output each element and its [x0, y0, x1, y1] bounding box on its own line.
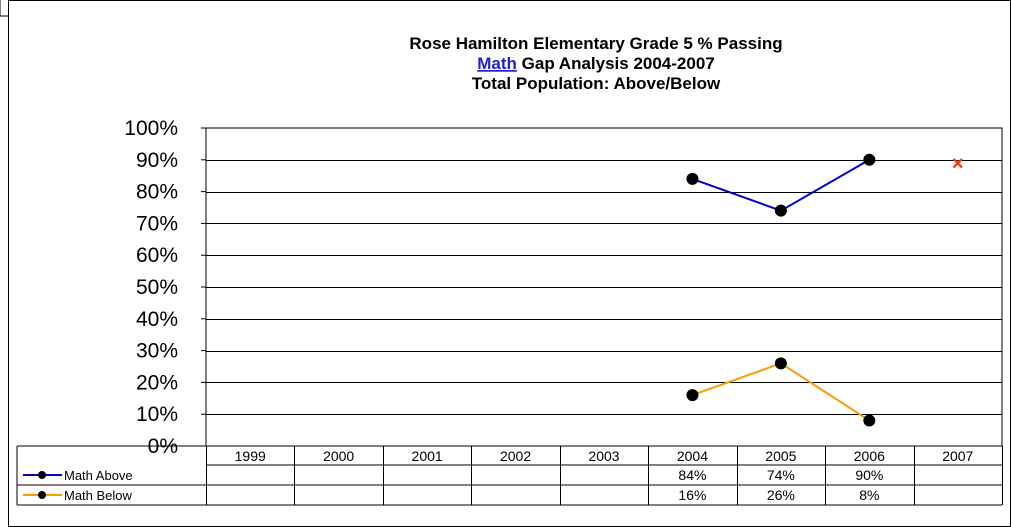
y-tick-label: 80%	[136, 181, 178, 204]
title-subject-link: Math	[477, 54, 517, 73]
legend-key-marker	[38, 471, 46, 479]
x-category-label: 2000	[323, 448, 354, 464]
title-line: Rose Hamilton Elementary Grade 5 % Passi…	[409, 34, 782, 53]
legend-key-marker	[38, 491, 46, 499]
data-cell-value: 8%	[859, 487, 879, 503]
x-category-label: 2004	[677, 448, 708, 464]
legend-label: Math Below	[64, 488, 133, 503]
y-tick-label: 60%	[136, 244, 178, 267]
data-cell-value: 26%	[767, 487, 795, 503]
frame-corner-tab	[0, 0, 8, 17]
data-point	[774, 204, 787, 217]
title-line: Math Gap Analysis 2004-2007	[477, 54, 715, 73]
x-category-label: 2007	[942, 448, 973, 464]
data-point	[686, 172, 699, 185]
y-tick-label: 30%	[136, 340, 178, 363]
x-category-label: 2003	[588, 448, 619, 464]
data-cell-value: 74%	[767, 467, 795, 483]
data-table: 1999 2000 2001 2002 2003 2004 2005 2006 2007 Math…	[16, 445, 1003, 506]
data-point	[863, 153, 876, 166]
data-cell-value: 16%	[678, 487, 706, 503]
target-marker: ×	[952, 153, 964, 175]
y-tick-label: 20%	[136, 371, 178, 394]
plot-area: 0%10%20%30%40%50%60%70%80%90%100%×	[124, 117, 1003, 458]
legend-label: Math Above	[64, 468, 133, 483]
y-tick-label: 10%	[136, 403, 178, 426]
data-point	[774, 357, 787, 370]
data-cell-value: 90%	[855, 467, 883, 483]
x-category-label: 2001	[412, 448, 443, 464]
title-line-rest: Gap Analysis 2004-2007	[517, 54, 715, 73]
data-point	[863, 414, 876, 427]
data-point	[686, 389, 699, 402]
y-tick-label: 50%	[136, 276, 178, 299]
y-tick-label: 40%	[136, 308, 178, 331]
x-category-label: 1999	[235, 448, 266, 464]
data-cell-value: 84%	[678, 467, 706, 483]
title-line: Total Population: Above/Below	[472, 74, 721, 93]
chart-title: Rose Hamilton Elementary Grade 5 % Passi…	[409, 34, 782, 93]
x-category-label: 2005	[765, 448, 796, 464]
y-tick-label: 70%	[136, 212, 178, 235]
x-category-label: 2002	[500, 448, 531, 464]
y-tick-label: 90%	[136, 149, 178, 172]
y-tick-label: 100%	[124, 117, 178, 140]
x-category-label: 2006	[854, 448, 885, 464]
